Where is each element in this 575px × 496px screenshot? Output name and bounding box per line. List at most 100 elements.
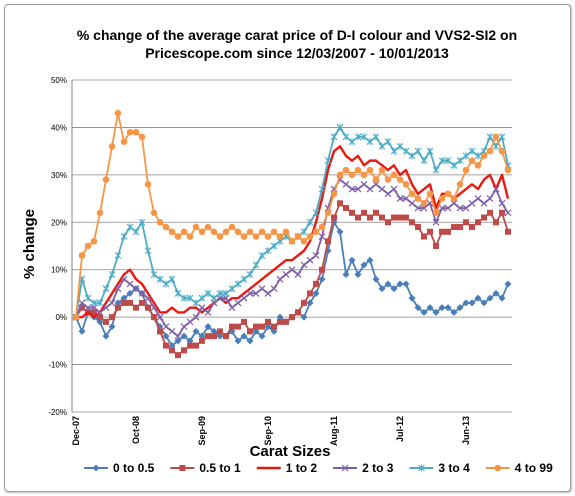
- data-point: [115, 304, 121, 311]
- data-point: [408, 152, 416, 160]
- data-point: [157, 328, 163, 335]
- data-point: [264, 247, 272, 255]
- data-point: [487, 209, 493, 216]
- data-point: [198, 304, 206, 312]
- data-point: [265, 318, 271, 325]
- data-point: [360, 180, 368, 188]
- data-point: [420, 308, 428, 316]
- chart-title-line-2: Pricescope.com since 12/03/2007 - 10/01/…: [145, 45, 449, 61]
- data-point: [211, 333, 217, 340]
- x-tick-label: Oct-08: [131, 416, 141, 444]
- data-point: [348, 256, 356, 264]
- data-point: [78, 327, 86, 335]
- data-point: [270, 285, 278, 293]
- data-point: [330, 190, 338, 198]
- data-point: [444, 190, 452, 198]
- legend-marker: [494, 464, 502, 472]
- data-point: [246, 337, 254, 345]
- data-point: [366, 138, 374, 146]
- data-point: [379, 214, 385, 221]
- data-point: [462, 299, 470, 307]
- data-point: [385, 219, 391, 226]
- data-point: [354, 185, 362, 193]
- data-point: [204, 223, 212, 231]
- data-point: [361, 209, 367, 216]
- data-point: [456, 181, 464, 188]
- data-point: [468, 299, 476, 307]
- data-point: [156, 313, 164, 321]
- data-point: [324, 157, 332, 165]
- data-point: [378, 166, 386, 174]
- data-point: [174, 233, 182, 240]
- data-point: [420, 200, 428, 207]
- legend-item-2: 0.5 to 1: [170, 461, 241, 475]
- data-point: [276, 275, 284, 283]
- data-point: [390, 185, 398, 193]
- data-point: [438, 204, 446, 212]
- data-point: [414, 204, 422, 212]
- data-point: [300, 261, 308, 269]
- data-point: [120, 138, 128, 145]
- data-point: [132, 228, 140, 236]
- data-point: [240, 275, 248, 283]
- data-point: [156, 275, 164, 283]
- data-point: [396, 176, 404, 183]
- data-point: [474, 294, 482, 302]
- data-point: [126, 280, 134, 288]
- x-tick-label: Jun-13: [461, 416, 471, 445]
- data-point: [240, 332, 248, 340]
- data-point: [216, 289, 224, 297]
- data-point: [468, 199, 476, 207]
- data-point: [108, 270, 116, 278]
- data-point: [102, 285, 110, 293]
- data-point: [84, 304, 92, 312]
- data-point: [319, 266, 325, 273]
- data-point: [91, 309, 97, 316]
- data-point: [450, 161, 458, 169]
- data-point: [241, 318, 247, 325]
- data-point: [451, 224, 457, 231]
- data-point: [300, 228, 308, 236]
- data-point: [78, 299, 86, 307]
- data-point: [198, 228, 206, 236]
- data-point: [427, 228, 433, 235]
- data-point: [151, 314, 157, 321]
- data-point: [192, 223, 200, 231]
- data-point: [420, 157, 428, 165]
- data-point: [432, 308, 440, 316]
- gridlines: [71, 79, 512, 413]
- data-point: [348, 171, 356, 179]
- data-point: [306, 233, 314, 240]
- data-point: [480, 299, 488, 307]
- data-point: [126, 289, 134, 297]
- data-point: [337, 200, 343, 207]
- data-point: [504, 166, 512, 174]
- x-tick-label: Aug-11: [329, 416, 339, 446]
- data-point: [79, 304, 85, 311]
- legend-marker: [418, 464, 425, 472]
- data-point: [277, 318, 283, 325]
- data-point: [456, 304, 464, 312]
- data-point: [126, 128, 134, 136]
- data-point: [192, 313, 200, 321]
- data-point: [480, 152, 488, 160]
- data-point: [144, 247, 152, 255]
- data-point: [204, 323, 212, 331]
- legend-marker: [179, 465, 186, 471]
- data-point: [84, 242, 92, 250]
- series-3: [76, 145, 510, 319]
- x-tick-label: Jul-12: [395, 416, 405, 442]
- y-axis-ticks: -20% -10% 0% 10% 20% 30% 40% 50%: [48, 76, 67, 417]
- legend-label: 4 to 99: [515, 461, 553, 475]
- data-point: [120, 233, 128, 241]
- data-point: [198, 294, 206, 302]
- data-point: [192, 299, 200, 307]
- data-point: [384, 176, 392, 183]
- data-point: [367, 214, 373, 221]
- y-tick-label: 20%: [51, 218, 67, 227]
- data-point: [168, 228, 176, 236]
- data-point: [336, 123, 344, 131]
- data-point: [270, 242, 278, 250]
- data-point: [306, 218, 314, 226]
- data-point: [415, 224, 421, 231]
